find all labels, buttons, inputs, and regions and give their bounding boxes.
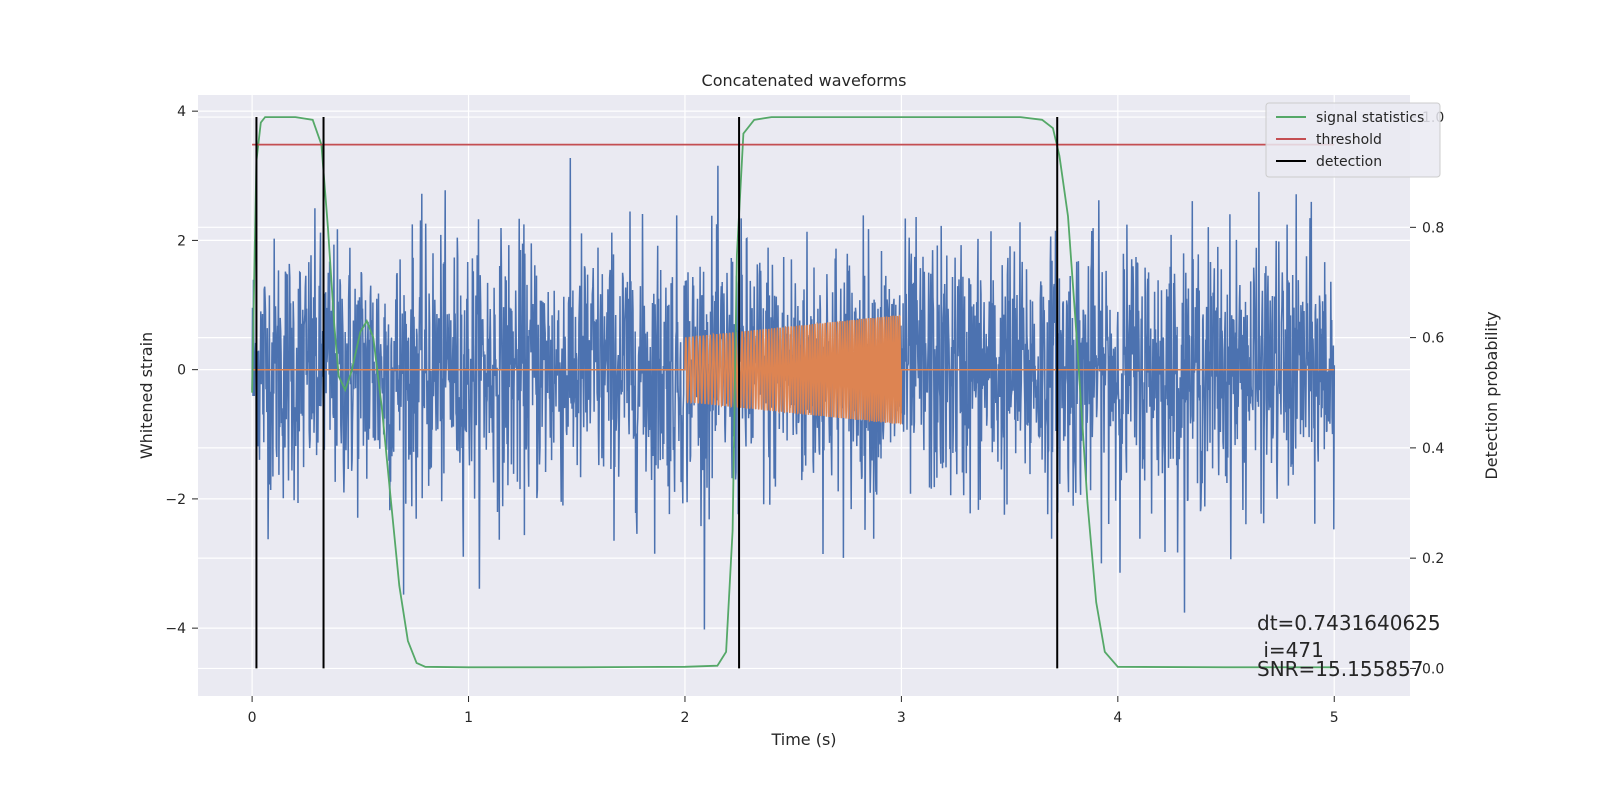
y-tick-label: 2 bbox=[177, 233, 186, 249]
y2-tick-label: 0.8 bbox=[1422, 220, 1444, 236]
y-axis-label: Whitened strain bbox=[137, 332, 156, 459]
legend-label: signal statistics bbox=[1316, 110, 1424, 126]
x-tick-label: 1 bbox=[464, 710, 473, 726]
x-tick-label: 2 bbox=[681, 710, 690, 726]
injected-signal-line bbox=[252, 314, 1335, 425]
y-tick-label: −2 bbox=[165, 492, 186, 508]
y-tick-label: −4 bbox=[165, 621, 186, 637]
y2-axis-label: Detection probability bbox=[1482, 311, 1501, 479]
series-layer bbox=[251, 116, 1335, 669]
y2-tick-label: 0.6 bbox=[1422, 331, 1444, 347]
x-axis-label: Time (s) bbox=[770, 730, 836, 749]
x-tick-label: 4 bbox=[1113, 710, 1122, 726]
legend-label: detection bbox=[1316, 154, 1382, 170]
y2-tick-label: 0.2 bbox=[1422, 551, 1444, 567]
noise-layer bbox=[251, 157, 1336, 630]
x-tick-label: 5 bbox=[1330, 710, 1339, 726]
legend: signal statistics threshold detection bbox=[1265, 102, 1441, 178]
annotation-text: SNR=15.155857 bbox=[1257, 657, 1423, 681]
y-tick-label: 4 bbox=[177, 104, 186, 120]
legend-box bbox=[1265, 102, 1441, 178]
annotation-text: dt=0.7431640625 bbox=[1257, 611, 1441, 635]
x-tick-label: 0 bbox=[248, 710, 257, 726]
y-tick-label: 0 bbox=[177, 363, 186, 379]
noise-series-line bbox=[251, 157, 1336, 630]
y2-tick-label: 0.0 bbox=[1422, 661, 1444, 677]
x-tick-label: 3 bbox=[897, 710, 906, 726]
annotation-text: i=471 bbox=[1257, 638, 1324, 662]
legend-label: threshold bbox=[1316, 132, 1382, 148]
y2-tick-label: 0.4 bbox=[1422, 441, 1444, 457]
chart-title: Concatenated waveforms bbox=[702, 71, 907, 90]
